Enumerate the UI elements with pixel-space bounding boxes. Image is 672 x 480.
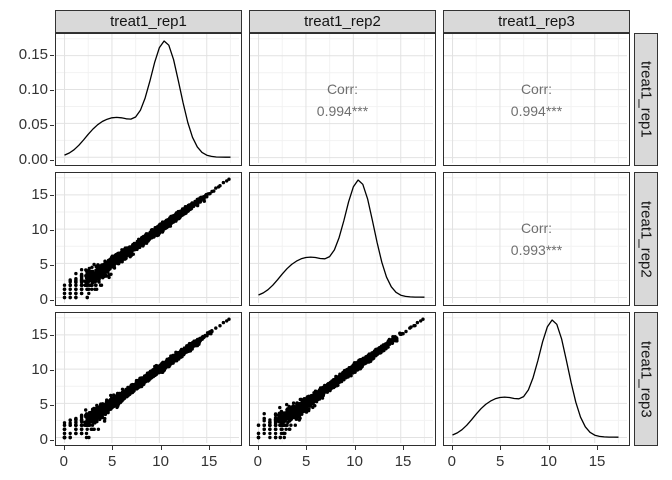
y-tick-mark: [50, 229, 54, 231]
y-tick-mark: [50, 265, 54, 267]
panel-corr-rep1-rep2: Corr: 0.994***: [249, 33, 436, 166]
corr-label: Corr:: [326, 80, 359, 97]
x-tick-label: 5: [301, 453, 311, 470]
x-tick-label: 0: [447, 453, 456, 470]
row-facet-label-1: treat1_rep1: [637, 61, 655, 138]
corr-label: Corr:: [520, 220, 553, 236]
x-tick-label: 5: [495, 453, 505, 470]
x-tick-label: 0: [253, 453, 262, 470]
panel-corr-rep1-rep3: Corr: 0.994***: [443, 33, 630, 166]
y-tick-label: 15: [31, 325, 48, 343]
corr-text-rep1-rep3: Corr: 0.994***: [444, 34, 629, 165]
row-facet-label-2: treat1_rep2: [637, 200, 655, 278]
y-tick-mark: [50, 369, 54, 371]
x-tick-label: 15: [200, 453, 218, 470]
y-tick-label: 15: [31, 185, 48, 203]
panel-scatter-rep2-rep3: [249, 312, 436, 446]
x-tick-mark: [306, 446, 308, 450]
col-facet-label-2: treat1_rep2: [304, 13, 381, 30]
y-axis-row-1: 0.00 0.05 0.10 0.15: [0, 33, 55, 169]
y-tick-mark: [50, 55, 54, 57]
x-tick-label: 10: [540, 453, 557, 470]
x-tick-label: 10: [152, 453, 169, 470]
y-axis-row-2: 0 5 10 15: [0, 172, 55, 309]
y-tick-label: 0: [39, 291, 48, 309]
x-axis-col-1: 0 5 10 15: [55, 446, 242, 480]
x-tick-mark: [597, 446, 599, 450]
y-tick-mark: [50, 300, 54, 302]
x-tick-label: 0: [59, 453, 68, 470]
y-tick-mark: [50, 125, 54, 127]
y-tick-label: 5: [39, 396, 48, 414]
y-tick-mark: [50, 90, 54, 92]
x-tick-label: 5: [107, 453, 117, 470]
col-facet-label-3: treat1_rep3: [498, 13, 575, 30]
x-tick-mark: [63, 446, 65, 450]
col-facet-strip-3: treat1_rep3: [443, 10, 630, 33]
col-facet-strip-1: treat1_rep1: [55, 10, 242, 33]
x-tick-mark: [257, 446, 259, 450]
y-tick-label: 0: [39, 431, 48, 449]
col-facet-label-1: treat1_rep1: [110, 13, 187, 30]
x-tick-mark: [354, 446, 356, 450]
corr-text-rep1-rep2: Corr: 0.994***: [250, 34, 435, 165]
x-tick-mark: [548, 446, 550, 450]
panel-density-rep3: [443, 312, 630, 446]
row-facet-label-3: treat1_rep3: [637, 340, 655, 418]
x-tick-label: 10: [346, 453, 363, 470]
y-tick-label: 0.00: [18, 151, 48, 169]
corr-label: Corr:: [520, 80, 553, 97]
panel-scatter-rep1-rep2: [55, 172, 242, 306]
x-tick-mark: [500, 446, 502, 450]
y-tick-label: 10: [31, 360, 48, 378]
panel-corr-rep2-rep3: Corr: 0.993***: [443, 172, 630, 306]
corr-value: 0.994***: [510, 102, 563, 119]
x-tick-mark: [160, 446, 162, 450]
x-tick-mark: [112, 446, 114, 450]
panel-density-rep2: [249, 172, 436, 306]
x-tick-mark: [451, 446, 453, 450]
y-tick-label: 0.15: [18, 46, 48, 64]
col-facet-strip-2: treat1_rep2: [249, 10, 436, 33]
x-tick-mark: [403, 446, 405, 450]
panel-density-rep1: [55, 33, 242, 166]
y-tick-mark: [50, 334, 54, 336]
corr-value: 0.993***: [510, 242, 563, 258]
x-axis-col-2: 0 5 10 15: [249, 446, 436, 480]
y-tick-label: 5: [39, 256, 48, 274]
corr-value: 0.994***: [316, 102, 369, 119]
y-tick-mark: [50, 405, 54, 407]
y-tick-mark: [50, 440, 54, 442]
row-facet-strip-3: treat1_rep3: [634, 312, 658, 446]
y-tick-label: 0.10: [18, 81, 48, 99]
x-tick-label: 15: [588, 453, 606, 470]
x-tick-label: 15: [394, 453, 412, 470]
x-axis-col-3: 0 5 10 15: [443, 446, 630, 480]
y-tick-mark: [50, 160, 54, 162]
y-axis-row-3: 0 5 10 15: [0, 312, 55, 449]
y-tick-label: 10: [31, 220, 48, 238]
y-tick-mark: [50, 194, 54, 196]
corr-text-rep2-rep3: Corr: 0.993***: [444, 173, 629, 305]
row-facet-strip-2: treat1_rep2: [634, 172, 658, 306]
y-tick-label: 0.05: [18, 116, 48, 134]
panel-scatter-rep1-rep3: [55, 312, 242, 446]
x-tick-mark: [209, 446, 211, 450]
row-facet-strip-1: treat1_rep1: [634, 33, 658, 166]
